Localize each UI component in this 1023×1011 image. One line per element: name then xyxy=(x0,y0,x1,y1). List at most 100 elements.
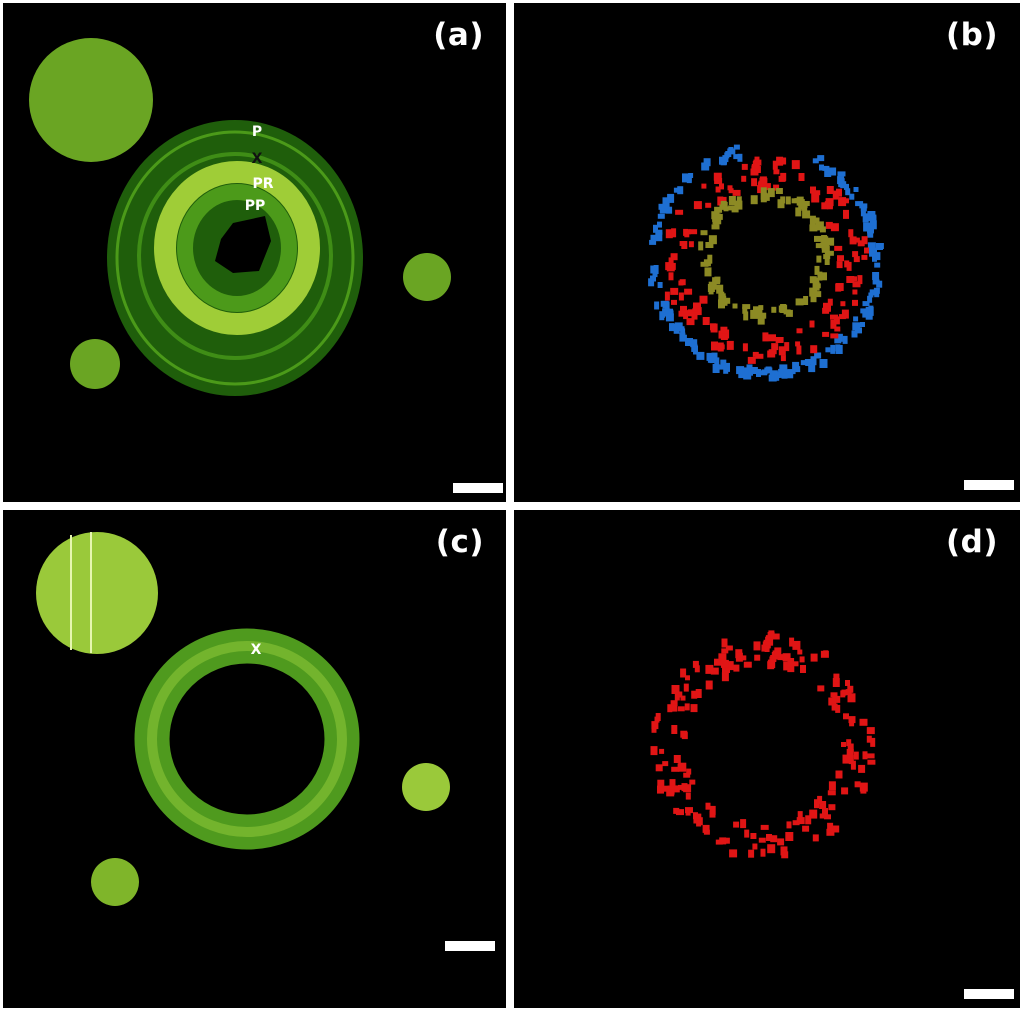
cluster-blue-pixel xyxy=(728,147,734,152)
cluster-red-pixel xyxy=(826,204,833,210)
cluster-red-pixel xyxy=(841,787,849,795)
cluster-red-pixel xyxy=(846,749,854,758)
cluster-red-pixel xyxy=(651,727,657,733)
cluster-red-pixel xyxy=(732,189,741,196)
cluster-red-pixel xyxy=(717,342,724,352)
cluster-red-pixel xyxy=(819,813,825,819)
cluster-olive-pixel xyxy=(777,199,785,209)
cluster-red-pixel xyxy=(848,716,856,724)
cluster-olive-pixel xyxy=(809,215,816,225)
annotation-pr: PR xyxy=(252,176,274,192)
cluster-red-pixel xyxy=(817,685,825,692)
cluster-red-pixel xyxy=(814,799,819,809)
cluster-blue-pixel xyxy=(703,158,711,167)
cluster-olive-pixel xyxy=(732,303,738,309)
cluster-blue-pixel xyxy=(650,265,656,274)
cluster-blue-pixel xyxy=(787,371,793,377)
cluster-red-pixel xyxy=(760,824,769,830)
cluster-olive-pixel xyxy=(704,267,712,277)
cluster-red-pixel xyxy=(848,755,854,765)
scale-bar-c xyxy=(445,941,495,951)
cluster-red-pixel xyxy=(775,337,784,343)
cluster-red-pixel xyxy=(692,660,699,668)
cluster-red-pixel xyxy=(692,308,698,314)
cluster-olive-pixel xyxy=(707,254,713,264)
cluster-red-pixel xyxy=(795,341,801,347)
cluster-red-pixel xyxy=(845,689,852,696)
cluster-blue-pixel xyxy=(860,209,866,217)
cluster-blue-pixel xyxy=(862,301,870,307)
cluster-olive-pixel xyxy=(814,265,820,275)
cluster-red-pixel xyxy=(800,665,806,673)
cluster-blue-pixel xyxy=(868,305,874,312)
cluster-red-pixel xyxy=(693,302,701,312)
cluster-red-pixel xyxy=(767,350,776,358)
cluster-blue-pixel xyxy=(725,362,730,372)
cluster-blue-pixel xyxy=(764,367,773,374)
cluster-red-pixel xyxy=(721,638,728,648)
cluster-blue-pixel xyxy=(706,352,715,361)
cluster-red-pixel xyxy=(758,837,766,843)
reference-disk-small xyxy=(70,339,120,389)
cluster-olive-pixel xyxy=(820,242,827,248)
cluster-blue-pixel xyxy=(666,206,673,214)
cluster-blue-pixel xyxy=(760,370,768,376)
cluster-red-pixel xyxy=(705,202,712,208)
cluster-red-pixel xyxy=(744,829,750,838)
cluster-red-pixel xyxy=(820,650,829,658)
cluster-red-pixel xyxy=(796,328,803,334)
cluster-blue-pixel xyxy=(674,322,683,330)
panel-c: X (c) xyxy=(3,510,506,1008)
reference-disk-large xyxy=(36,532,158,654)
cluster-red-pixel xyxy=(675,209,684,215)
cluster-red-pixel xyxy=(772,633,780,640)
cluster-red-pixel xyxy=(694,665,700,673)
cluster-red-pixel xyxy=(830,333,839,339)
cluster-red-pixel xyxy=(817,795,823,804)
cluster-red-pixel xyxy=(847,743,854,753)
cluster-blue-pixel xyxy=(659,206,667,214)
scale-bar-b xyxy=(964,480,1014,490)
cluster-blue-pixel xyxy=(662,197,669,205)
cluster-blue-pixel xyxy=(869,220,877,230)
cluster-olive-pixel xyxy=(809,287,818,297)
cluster-red-pixel xyxy=(726,340,734,350)
cluster-blue-pixel xyxy=(844,183,849,190)
reference-disk-large xyxy=(29,38,153,162)
panel-b-image xyxy=(648,144,884,382)
cluster-blue-pixel xyxy=(849,193,855,200)
cluster-blue-pixel xyxy=(863,222,871,232)
cluster-olive-pixel xyxy=(728,196,736,205)
cluster-blue-pixel xyxy=(862,213,869,223)
cluster-red-pixel xyxy=(830,692,838,698)
cluster-olive-pixel xyxy=(708,235,717,245)
cluster-blue-pixel xyxy=(837,171,846,177)
cluster-red-pixel xyxy=(822,808,828,816)
cluster-red-pixel xyxy=(740,655,747,661)
cluster-red-pixel xyxy=(714,178,723,184)
panel-c-image xyxy=(36,532,450,906)
cluster-red-pixel xyxy=(864,247,869,254)
cluster-red-pixel xyxy=(784,342,790,352)
cluster-olive-pixel xyxy=(799,199,805,205)
cluster-red-pixel xyxy=(710,323,718,333)
cluster-olive-pixel xyxy=(815,243,822,249)
cluster-blue-pixel xyxy=(685,338,693,346)
cluster-red-pixel xyxy=(690,704,698,713)
cluster-red-pixel xyxy=(762,183,771,191)
cluster-blue-pixel xyxy=(835,345,843,354)
cluster-olive-pixel xyxy=(802,210,811,219)
cluster-red-pixel xyxy=(783,661,791,671)
cluster-red-pixel xyxy=(773,169,780,175)
cluster-blue-pixel xyxy=(869,289,877,296)
panel-label-a: (a) xyxy=(433,17,484,53)
cluster-blue-pixel xyxy=(658,203,667,210)
cluster-red-pixel xyxy=(689,229,698,235)
cluster-olive-pixel xyxy=(824,246,830,255)
cluster-blue-pixel xyxy=(865,310,873,320)
cluster-olive-pixel xyxy=(708,281,717,290)
cluster-olive-pixel xyxy=(824,257,830,265)
cluster-red-pixel xyxy=(696,813,702,820)
cluster-red-pixel xyxy=(696,307,702,316)
cluster-blue-pixel xyxy=(768,374,777,382)
